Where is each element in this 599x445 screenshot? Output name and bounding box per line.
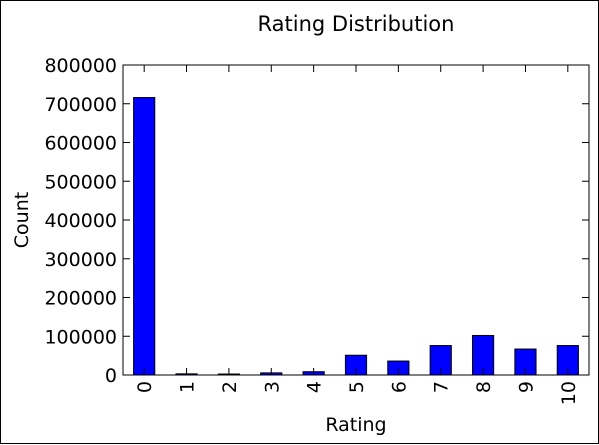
x-tick-label: 4 — [304, 381, 326, 393]
x-tick-label: 6 — [388, 381, 410, 393]
x-tick-label: 9 — [515, 381, 537, 393]
x-tick-label: 8 — [473, 381, 495, 393]
y-tick-label: 400000 — [44, 210, 117, 232]
bar-0 — [133, 97, 156, 376]
x-axis-ticks: 0 1 2 3 4 5 6 7 8 9 10 — [134, 65, 580, 405]
y-tick-label: 800000 — [44, 55, 117, 77]
y-axis-ticks: 0 100000 200000 300000 400000 500000 600000 700… — [44, 55, 589, 387]
x-tick-label: 7 — [431, 381, 453, 393]
x-tick-label: 2 — [219, 381, 241, 393]
y-axis-label: Count — [11, 192, 33, 248]
x-axis-label: Rating — [325, 414, 386, 436]
y-tick-label: 100000 — [44, 326, 117, 348]
x-tick-label: 0 — [134, 381, 156, 393]
y-tick-label: 500000 — [44, 171, 117, 193]
x-tick-label: 10 — [558, 381, 580, 405]
x-tick-label: 1 — [177, 381, 199, 393]
plot-area-border — [122, 64, 590, 376]
y-tick-label: 700000 — [44, 94, 117, 116]
y-tick-label: 300000 — [44, 249, 117, 271]
y-tick-label: 0 — [105, 365, 117, 387]
x-tick-label: 5 — [346, 381, 368, 393]
x-tick-label: 3 — [261, 381, 283, 393]
y-tick-label: 200000 — [44, 288, 117, 310]
bars-group — [133, 97, 579, 376]
y-tick-label: 600000 — [44, 133, 117, 155]
chart-title: Rating Distribution — [258, 12, 455, 36]
